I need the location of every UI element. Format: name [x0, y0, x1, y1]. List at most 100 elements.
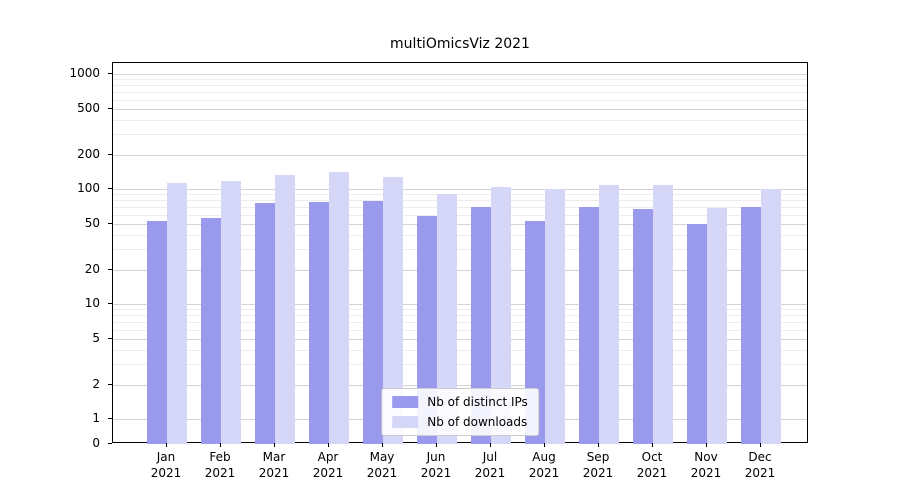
y-tick-mark [108, 107, 112, 109]
minor-gridline [113, 309, 807, 311]
legend-swatch [392, 416, 419, 428]
bar-distinct-ips [579, 206, 599, 444]
x-tick-mark [760, 443, 761, 447]
x-tick-label: Jan 2021 [134, 450, 198, 482]
y-tick-label: 100 [77, 181, 100, 196]
bar-downloads [761, 189, 781, 444]
x-tick-month: Jun [426, 450, 446, 464]
y-tick-mark [108, 222, 112, 224]
major-gridline [113, 223, 807, 225]
y-tick-label: 10 [84, 296, 100, 311]
y-tick-mark [108, 268, 112, 270]
x-tick-label: Jul 2021 [458, 450, 522, 482]
x-tick-year: 2021 [312, 465, 344, 480]
major-gridline [113, 154, 807, 156]
bar-distinct-ips [687, 223, 707, 444]
bar-distinct-ips [471, 206, 491, 444]
y-tick-mark [108, 303, 112, 305]
x-tick-label: Feb 2021 [188, 450, 252, 482]
x-tick-year: 2021 [744, 465, 776, 480]
x-tick-month: Oct [641, 450, 663, 464]
x-tick-mark [436, 443, 437, 447]
bar-downloads [491, 186, 511, 444]
bar-distinct-ips [417, 216, 437, 444]
y-tick-mark [108, 73, 112, 75]
minor-gridline [113, 119, 807, 121]
x-tick-year: 2021 [204, 465, 236, 480]
x-tick-label: Mar 2021 [242, 450, 306, 482]
legend-label: Nb of distinct IPs [427, 395, 528, 409]
x-tick-year: 2021 [690, 465, 722, 480]
x-tick-month: Nov [694, 450, 718, 464]
x-tick-month: Jul [482, 450, 498, 464]
y-tick-label: 1000 [69, 66, 100, 81]
major-gridline [113, 269, 807, 271]
minor-gridline [113, 234, 807, 236]
x-tick-month: Dec [748, 450, 772, 464]
minor-gridline [113, 200, 807, 202]
y-tick-mark [108, 418, 112, 420]
x-tick-year: 2021 [582, 465, 614, 480]
major-gridline [113, 74, 807, 76]
minor-gridline [113, 214, 807, 216]
minor-gridline [113, 194, 807, 196]
bar-distinct-ips [741, 206, 761, 444]
legend-entry: Nb of downloads [392, 415, 528, 429]
x-tick-month: Feb [209, 450, 231, 464]
major-gridline [113, 189, 807, 191]
y-tick-label: 50 [84, 215, 100, 230]
minor-gridline [113, 134, 807, 136]
minor-gridline [113, 349, 807, 351]
bar-downloads [707, 208, 727, 444]
x-tick-label: Sep 2021 [566, 450, 630, 482]
bar-distinct-ips [147, 220, 167, 444]
y-tick-label: 500 [77, 100, 100, 115]
minor-gridline [113, 321, 807, 323]
x-tick-label: Dec 2021 [728, 450, 792, 482]
y-tick-label: 20 [84, 261, 100, 276]
x-tick-mark [166, 443, 167, 447]
x-tick-label: Jun 2021 [404, 450, 468, 482]
minor-gridline [113, 99, 807, 101]
minor-gridline [113, 329, 807, 331]
x-tick-month: Apr [317, 450, 339, 464]
x-tick-label: Apr 2021 [296, 450, 360, 482]
bar-downloads [383, 177, 403, 444]
bar-distinct-ips [633, 209, 653, 444]
bar-downloads [437, 194, 457, 444]
x-tick-mark [490, 443, 491, 447]
major-gridline [113, 384, 807, 386]
legend-entry: Nb of distinct IPs [392, 395, 528, 409]
chart-title: multiOmicsViz 2021 [390, 36, 530, 52]
x-tick-month: Jan [156, 450, 176, 464]
bar-distinct-ips [201, 218, 221, 444]
x-tick-mark [382, 443, 383, 447]
major-gridline [113, 304, 807, 306]
x-tick-year: 2021 [150, 465, 182, 480]
minor-gridline [113, 249, 807, 251]
bar-downloads [329, 172, 349, 444]
x-tick-year: 2021 [366, 465, 398, 480]
y-tick-mark [108, 383, 112, 385]
legend: Nb of distinct IPs Nb of downloads [381, 388, 539, 436]
minor-gridline [113, 79, 807, 81]
x-tick-year: 2021 [474, 465, 506, 480]
x-tick-month: Mar [262, 450, 286, 464]
legend-swatch [392, 396, 419, 408]
x-tick-mark [598, 443, 599, 447]
minor-gridline [113, 315, 807, 317]
major-gridline [113, 108, 807, 110]
y-tick-label: 5 [92, 330, 100, 345]
x-tick-year: 2021 [420, 465, 452, 480]
x-tick-mark [274, 443, 275, 447]
bar-distinct-ips [363, 200, 383, 444]
x-tick-mark [220, 443, 221, 447]
y-tick-label: 1 [92, 411, 100, 426]
y-tick-label: 0 [92, 436, 100, 450]
minor-gridline [113, 364, 807, 366]
bar-downloads [167, 183, 187, 444]
y-tick-label: 200 [77, 146, 100, 161]
x-tick-month: Aug [532, 450, 556, 464]
x-tick-mark [652, 443, 653, 447]
y-tick-label: 2 [92, 376, 100, 391]
